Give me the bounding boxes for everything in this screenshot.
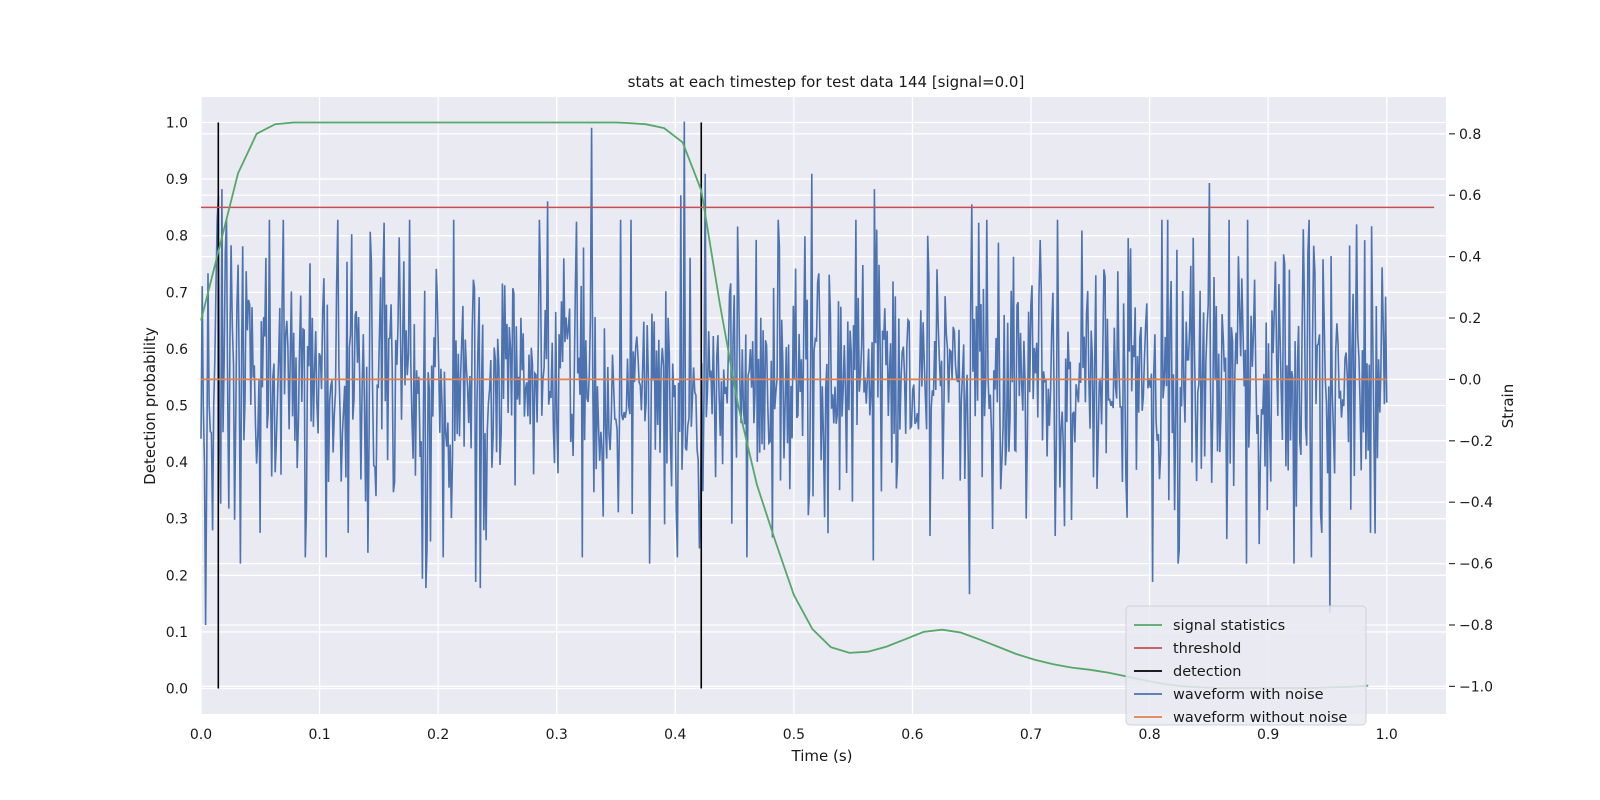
- y-tick-label: 0.9: [166, 172, 188, 188]
- tick-labels: 0.0 0.1 0.2 0.3 0.4 0.5 0.6 0.7 0.8 0.9 1.0 0.0 0.1 0…: [166, 115, 1493, 743]
- y2-tick-label: −0.8: [1459, 618, 1493, 634]
- x-tick-label: 0.5: [783, 727, 805, 743]
- y2-tick-label: −1.0: [1459, 679, 1493, 695]
- y2-tick-label: 0.8: [1459, 127, 1481, 143]
- legend-label-threshold: threshold: [1173, 641, 1241, 657]
- x-tick-label: 0.0: [190, 727, 212, 743]
- y2-tick-label: 0.2: [1459, 311, 1481, 327]
- legend-label-signal: signal statistics: [1173, 618, 1285, 634]
- x-axis-label: Time (s): [791, 747, 853, 765]
- x-tick-label: 0.7: [1020, 727, 1042, 743]
- y-tick-label: 0.4: [166, 455, 188, 471]
- legend-box: [1125, 605, 1367, 726]
- x-tick-label: 1.0: [1376, 727, 1398, 743]
- y-tick-label: 0.0: [166, 682, 188, 698]
- legend-label-clean: waveform without noise: [1173, 710, 1347, 726]
- y2-tick-label: 0.0: [1459, 372, 1481, 388]
- y-tick-label: 0.2: [166, 568, 188, 584]
- y2-tick-label: −0.6: [1459, 557, 1493, 573]
- x-tick-label: 0.9: [1257, 727, 1279, 743]
- y-tick-label: 0.1: [166, 625, 188, 641]
- y2-tick-label: 0.6: [1459, 188, 1481, 204]
- y-tick-label: 0.3: [166, 512, 188, 528]
- chart-title: stats at each timestep for test data 144…: [628, 73, 1025, 91]
- x-tick-label: 0.4: [664, 727, 686, 743]
- waveform-with-noise-line: [200, 121, 1388, 626]
- y-tick-label: 0.8: [166, 229, 188, 245]
- y-tick-label: 0.7: [166, 285, 188, 301]
- x-tick-label: 0.2: [427, 727, 449, 743]
- y-tick-label: 0.5: [166, 399, 188, 415]
- y-tick-label: 0.6: [166, 342, 188, 358]
- x-tick-label: 0.8: [1138, 727, 1160, 743]
- legend-label-noisy: waveform with noise: [1173, 687, 1324, 703]
- legend-label-detection: detection: [1173, 664, 1241, 680]
- y2-tick-label: −0.2: [1459, 434, 1493, 450]
- legend: signal statistics threshold detection wavef…: [1125, 605, 1367, 726]
- y2-tick-label: −0.4: [1459, 495, 1493, 511]
- x-tick-label: 0.6: [901, 727, 923, 743]
- x-tick-label: 0.3: [546, 727, 568, 743]
- x-tick-label: 0.1: [308, 727, 330, 743]
- y-tick-label: 1.0: [166, 115, 188, 131]
- y-axis-label: Detection probability: [141, 327, 159, 485]
- y2-axis-label: Strain: [1499, 384, 1517, 428]
- y2-tick-label: 0.4: [1459, 250, 1481, 266]
